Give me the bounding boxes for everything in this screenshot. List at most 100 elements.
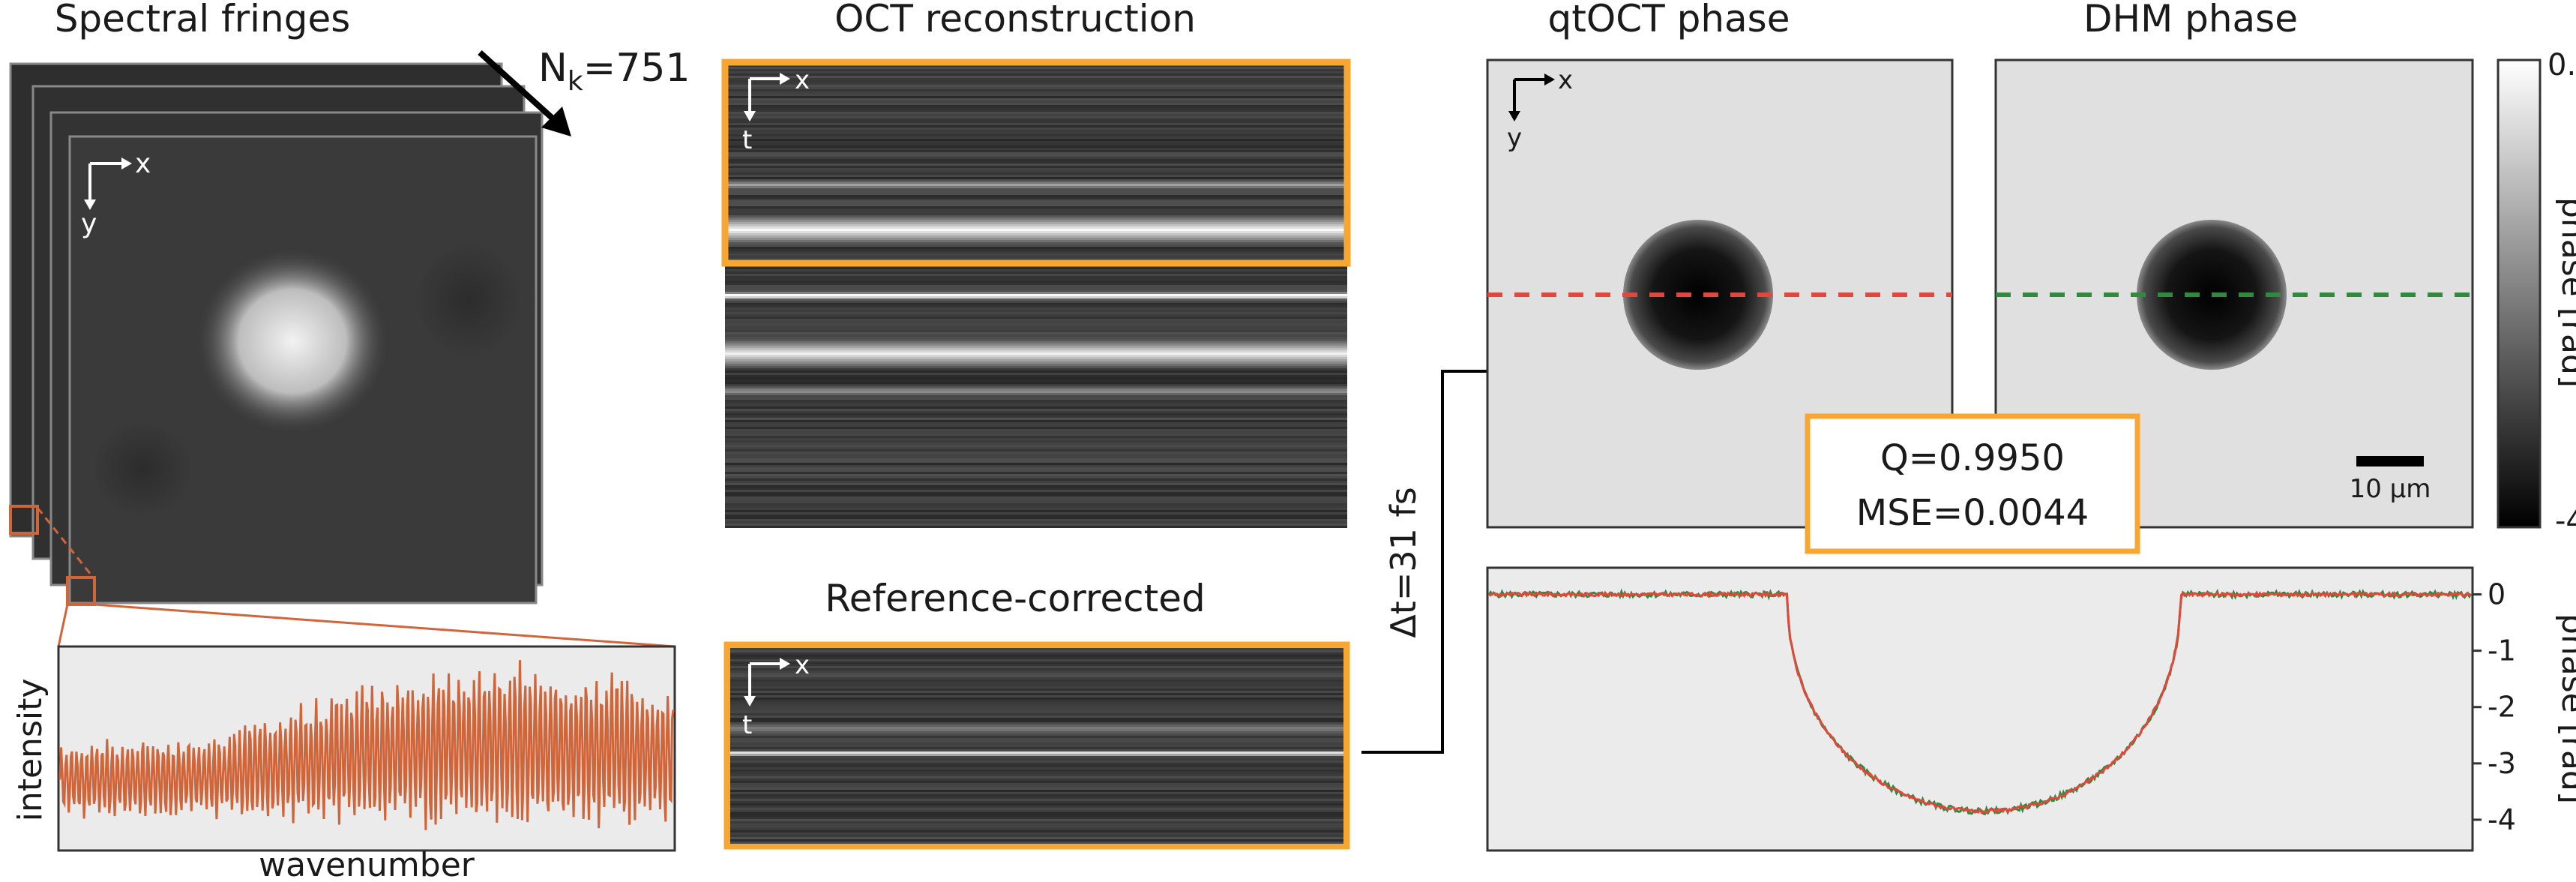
streak: [725, 177, 1347, 179]
streak: [725, 519, 1347, 521]
streak: [725, 204, 1347, 206]
ref-x-label: x: [795, 650, 810, 680]
streak: [725, 175, 1347, 177]
streak: [725, 402, 1347, 404]
streak: [725, 202, 1347, 204]
profile-ytick-label: -3: [2488, 747, 2516, 780]
streak: [725, 254, 1347, 256]
streak: [725, 452, 1347, 454]
streak: [725, 395, 1347, 398]
streak: [725, 186, 1347, 188]
streak: [725, 411, 1347, 413]
streak: [725, 139, 1347, 141]
title-qtoct-phase: qtOCT phase: [1548, 0, 1790, 40]
streak: [730, 752, 1343, 754]
streak: [725, 458, 1347, 460]
streak: [730, 691, 1343, 693]
streak: [725, 413, 1347, 416]
streak: [730, 835, 1343, 837]
streak: [725, 128, 1347, 130]
axis-y-arrowhead: [84, 200, 96, 210]
streak: [725, 483, 1347, 485]
streak: [725, 247, 1347, 249]
streak: [730, 828, 1343, 830]
streak: [725, 420, 1347, 422]
colorbar-max: 0.5: [2548, 48, 2576, 82]
streak: [725, 267, 1347, 269]
streak: [725, 344, 1347, 346]
streak: [725, 492, 1347, 494]
colorbar-min: -4: [2555, 504, 2576, 538]
streak: [730, 731, 1343, 734]
streak: [730, 799, 1343, 801]
streak: [725, 168, 1347, 170]
streak: [730, 736, 1343, 738]
streak: [725, 375, 1347, 377]
streak: [725, 406, 1347, 409]
streak: [725, 400, 1347, 402]
streak: [725, 478, 1347, 481]
oct-highlight-box: [721, 58, 1351, 267]
streak: [730, 742, 1343, 745]
streak: [730, 770, 1343, 772]
streak: [725, 118, 1347, 121]
streak: [730, 675, 1343, 677]
zoom-line-left: [57, 604, 69, 647]
streak: [725, 508, 1347, 510]
streak: [725, 292, 1347, 294]
profile-ytick-label: -4: [2488, 803, 2516, 836]
streak: [725, 366, 1347, 368]
streak: [725, 328, 1347, 330]
streak: [730, 749, 1343, 752]
streak: [725, 465, 1347, 467]
streak: [730, 727, 1343, 729]
metrics-box: Q=0.9950 MSE=0.0044: [1805, 413, 2140, 554]
title-oct-reconstruction: OCT reconstruction: [834, 0, 1196, 40]
streak: [730, 740, 1343, 742]
profile-panel: 0 -1 -2 -3 -4 phase [rad]: [1486, 566, 2576, 852]
streak: [725, 510, 1347, 512]
streak: [725, 240, 1347, 242]
streak: [725, 159, 1347, 161]
streak: [725, 305, 1347, 308]
streak: [725, 517, 1347, 519]
streak: [725, 82, 1347, 85]
dhm-panel: 10 µm: [1994, 58, 2474, 529]
streak: [725, 290, 1347, 292]
streak: [725, 164, 1347, 166]
streak: [725, 112, 1347, 114]
streak: [730, 819, 1343, 821]
streak: [725, 74, 1347, 76]
streak: [725, 308, 1347, 310]
streak: [730, 765, 1343, 767]
streak: [730, 684, 1343, 686]
streak: [725, 258, 1347, 260]
dark-particle-right: [401, 229, 536, 371]
profile-frame: [1486, 566, 2474, 852]
refcorr-streaks: [730, 648, 1343, 844]
streak: [730, 781, 1343, 783]
streak: [725, 208, 1347, 211]
streak: [730, 778, 1343, 781]
marker-dashed-link: [36, 507, 96, 580]
colorbar: 0.5 -4 phase [rad]: [2497, 48, 2576, 538]
streak: [725, 236, 1347, 238]
streak: [725, 350, 1347, 352]
streak: [730, 662, 1343, 664]
streak: [725, 110, 1347, 112]
streak: [730, 666, 1343, 668]
streak: [725, 296, 1347, 298]
streak: [725, 424, 1347, 427]
streak: [725, 92, 1347, 94]
streak: [725, 123, 1347, 125]
streak: [730, 788, 1343, 790]
streak: [730, 783, 1343, 785]
streak: [730, 720, 1343, 722]
streak: [725, 321, 1347, 323]
streak: [730, 718, 1343, 720]
streak: [730, 682, 1343, 684]
streak: [725, 182, 1347, 184]
streak: [725, 125, 1347, 128]
streak: [725, 224, 1347, 226]
spectrum-xlabel: wavenumber: [259, 846, 475, 882]
